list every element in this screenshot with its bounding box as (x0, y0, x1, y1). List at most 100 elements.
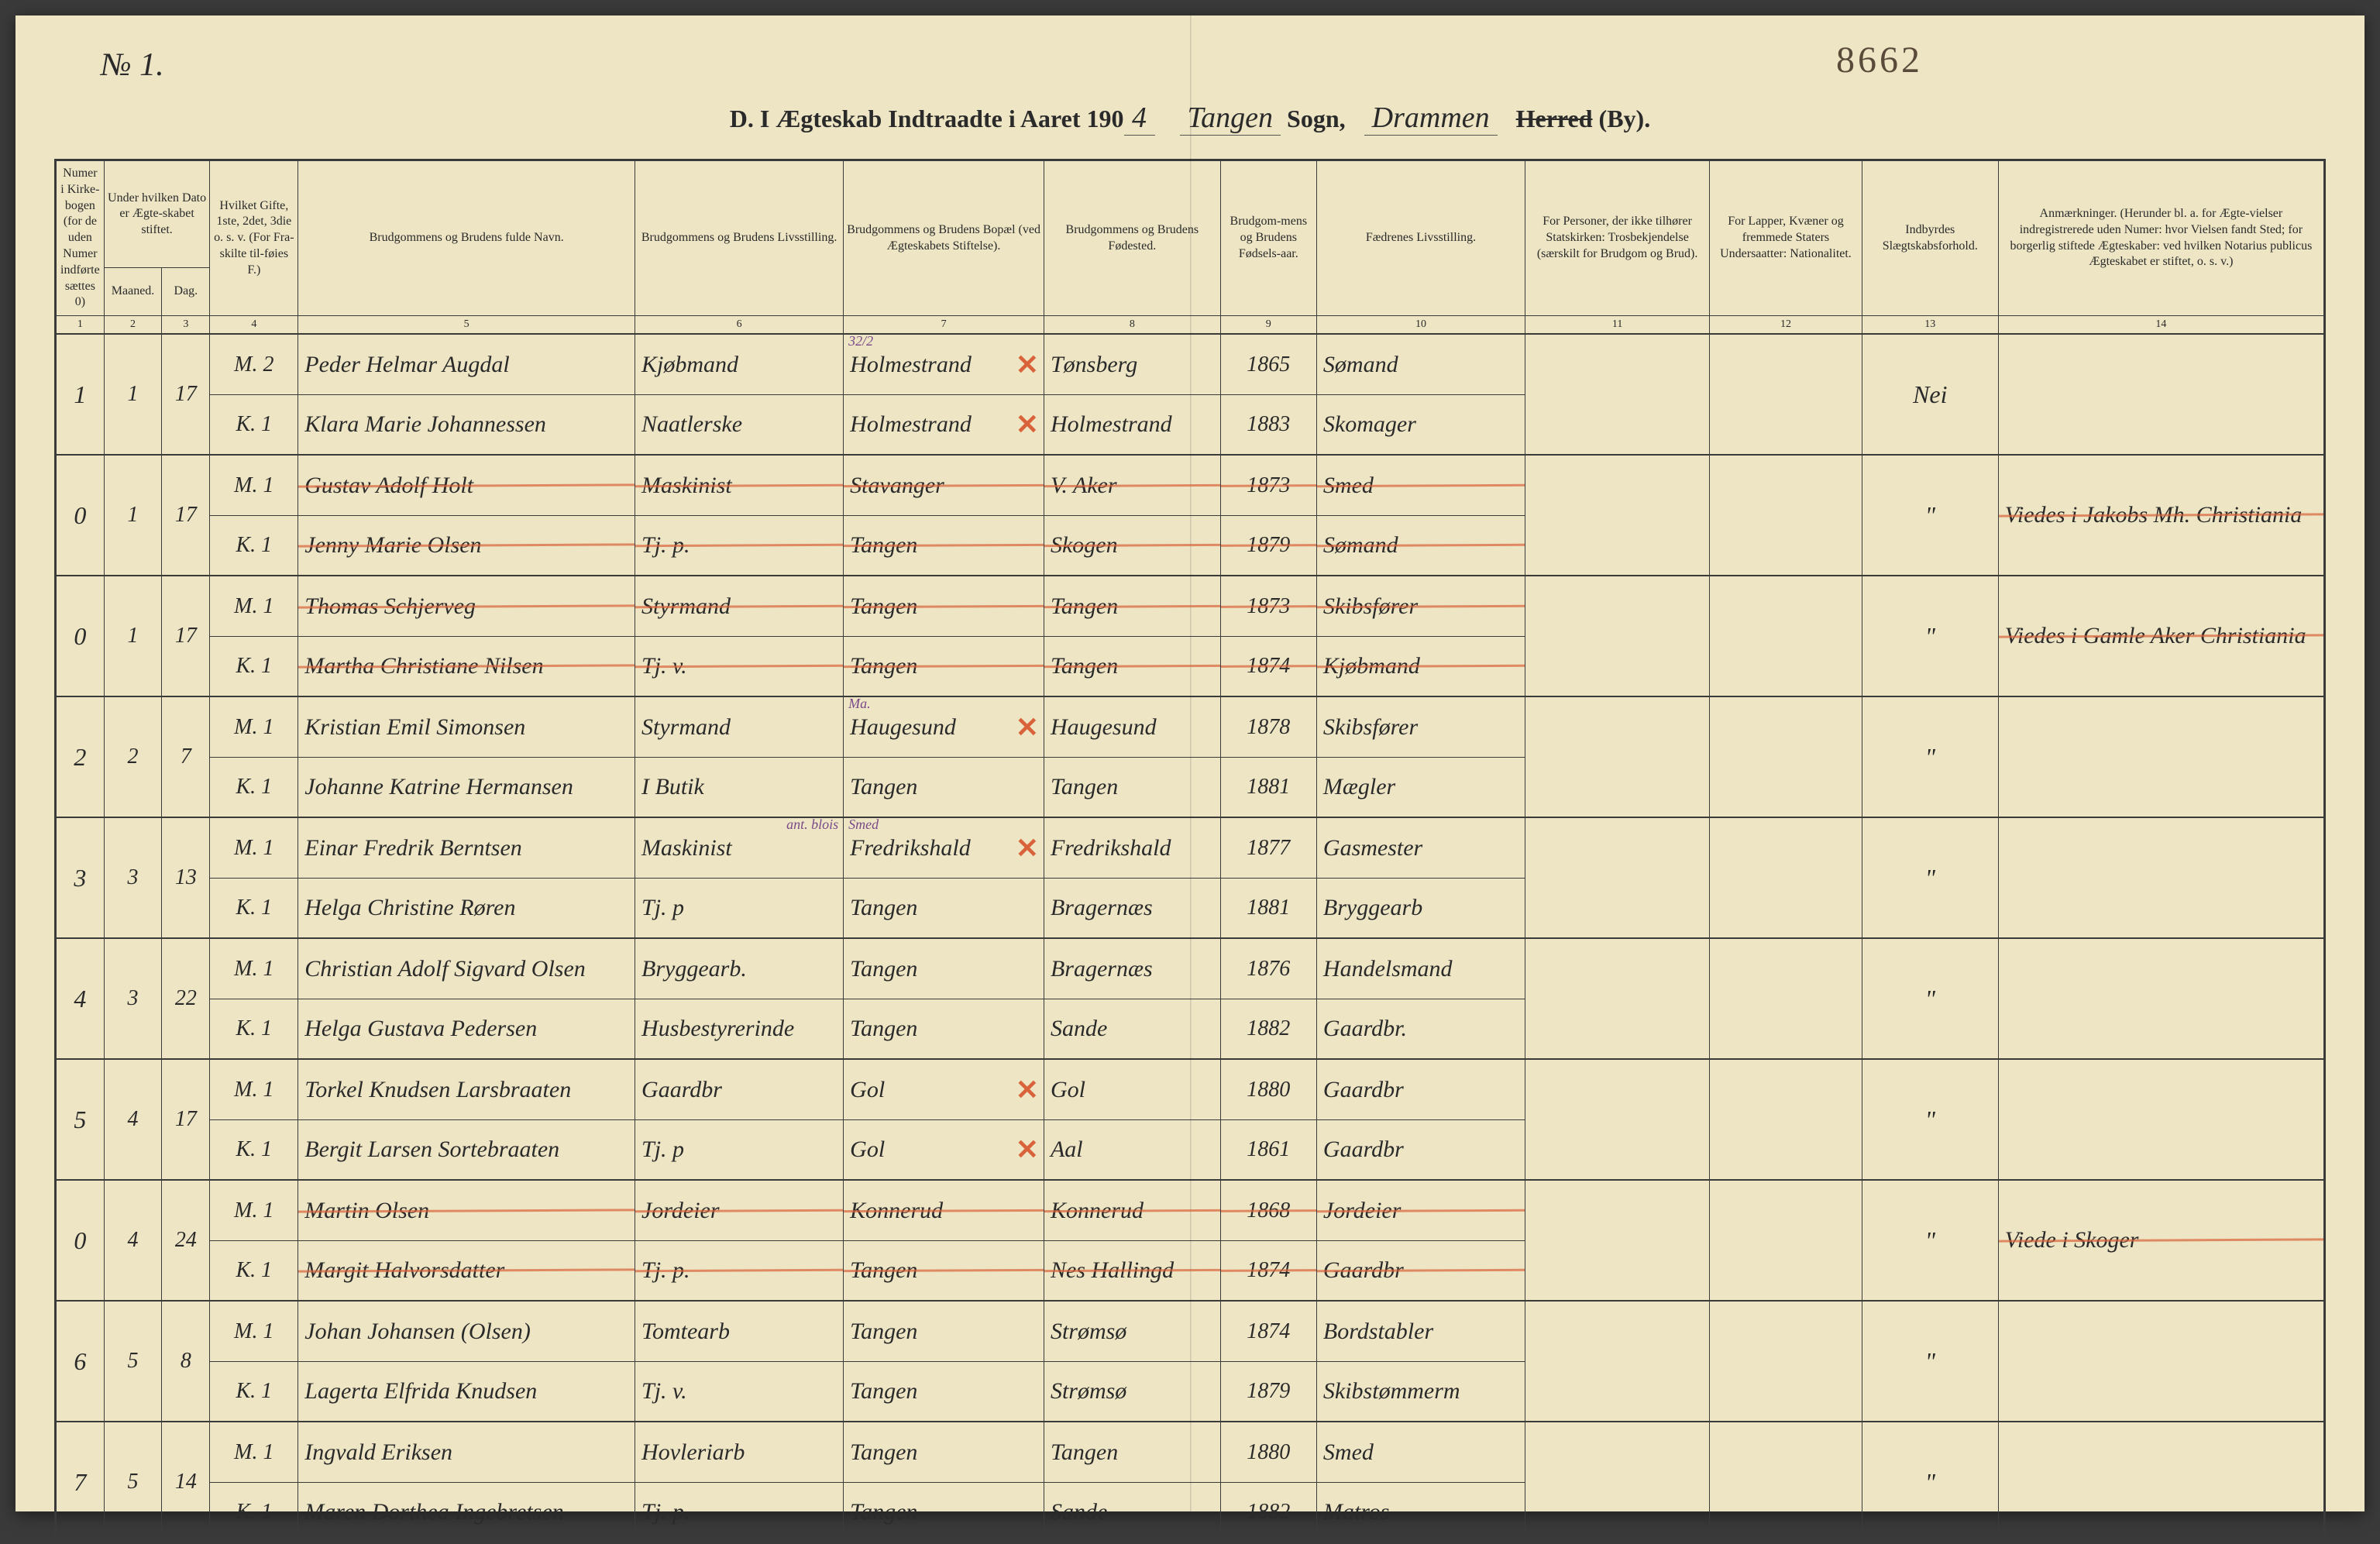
hdr-col8: Brudgommens og Brudens Fødested. (1044, 160, 1220, 316)
cell (1998, 696, 2324, 817)
cell: 1874 (1220, 1240, 1316, 1301)
cell: Tangen (1044, 757, 1220, 817)
cell: Matros (1316, 1482, 1525, 1542)
colnum: 13 (1862, 316, 1998, 335)
top-annotations: № 1. 8662 (54, 39, 2326, 101)
cell (1525, 1301, 1710, 1422)
table-row: 7514M. 1Ingvald EriksenHovleriarbTangenT… (56, 1422, 2325, 1482)
table-row: 1117M. 2Peder Helmar AugdalKjøbmandHolme… (56, 334, 2325, 394)
cell: Tangen (844, 1361, 1044, 1422)
cell: 1879 (1220, 1361, 1316, 1422)
cell: Nei (1862, 334, 1998, 455)
cell: 1 (104, 576, 162, 696)
table-row: 0117M. 1Thomas SchjervegStyrmandTangenTa… (56, 576, 2325, 636)
table-body: 1117M. 2Peder Helmar AugdalKjøbmandHolme… (56, 334, 2325, 1542)
cell: Margit Halvorsdatter (298, 1240, 635, 1301)
cell (1998, 1301, 2324, 1422)
cell (1998, 938, 2324, 1059)
cell: 17 (162, 455, 210, 576)
cell: Johan Johansen (Olsen) (298, 1301, 635, 1361)
hdr-col5: Brudgommens og Brudens fulde Navn. (298, 160, 635, 316)
cell: 4 (104, 1059, 162, 1180)
cell: M. 1 (210, 1180, 298, 1240)
cell: 1 (104, 455, 162, 576)
table-row: 0117M. 1Gustav Adolf HoltMaskinistStavan… (56, 455, 2325, 515)
cell: 1 (104, 334, 162, 455)
cell: 1876 (1220, 938, 1316, 999)
hdr-col7: Brudgommens og Brudens Bopæl (ved Ægtesk… (844, 160, 1044, 316)
cell: Holmestrand (1044, 394, 1220, 455)
cell: K. 1 (210, 1482, 298, 1542)
cell (1525, 696, 1710, 817)
cell: K. 1 (210, 1361, 298, 1422)
cell: K. 1 (210, 878, 298, 938)
parish-label: Sogn, (1287, 105, 1346, 132)
cell: Skibsfører (1316, 696, 1525, 757)
cell: Smed (1316, 1422, 1525, 1482)
cell: Gol (1044, 1059, 1220, 1119)
table-row: 5417M. 1Torkel Knudsen LarsbraatenGaardb… (56, 1059, 2325, 1119)
cell: Jenny Marie Olsen (298, 515, 635, 576)
cell: 0 (56, 1180, 105, 1301)
cell: Holmestrand32/2 (844, 334, 1044, 394)
cell: 0 (56, 455, 105, 576)
cell: 22 (162, 938, 210, 1059)
title-line: D. I Ægteskab Indtraadte i Aaret 1904 Ta… (54, 101, 2326, 136)
cell: 17 (162, 576, 210, 696)
cell: Tj. p. (635, 515, 844, 576)
cell: Strømsø (1044, 1301, 1220, 1361)
cell: 1873 (1220, 576, 1316, 636)
cell: Naatlerske (635, 394, 844, 455)
cell (1998, 1422, 2324, 1542)
cell: Tangen (844, 636, 1044, 696)
cell: Handelsmand (1316, 938, 1525, 999)
cell: Viedes i Gamle Aker Christiania (1998, 576, 2324, 696)
cell: Skibstømmerm (1316, 1361, 1525, 1422)
cell: 3 (104, 938, 162, 1059)
cell: " (1862, 696, 1998, 817)
cell: Kjøbmand (1316, 636, 1525, 696)
cell: Torkel Knudsen Larsbraaten (298, 1059, 635, 1119)
cell: Kristian Emil Simonsen (298, 696, 635, 757)
cell: 4 (104, 1180, 162, 1301)
cell (1998, 817, 2324, 938)
cell: " (1862, 1301, 1998, 1422)
cell (1525, 455, 1710, 576)
cell: Bryggearb (1316, 878, 1525, 938)
cell (1525, 1422, 1710, 1542)
cell: 1874 (1220, 636, 1316, 696)
cell: Tangen (844, 1422, 1044, 1482)
cell: Smed (1316, 455, 1525, 515)
title-prefix: D. I Ægteskab Indtraadte i Aaret 190 (730, 105, 1124, 132)
cell: 5 (56, 1059, 105, 1180)
hdr-col6: Brudgommens og Brudens Livsstilling. (635, 160, 844, 316)
cell: " (1862, 1422, 1998, 1542)
cell: Thomas Schjerveg (298, 576, 635, 636)
cell (1998, 1059, 2324, 1180)
cell: Styrmand (635, 576, 844, 636)
district-label-strike: Herred (1516, 105, 1593, 132)
cell: Holmestrand (844, 394, 1044, 455)
cell: Sømand (1316, 515, 1525, 576)
cell: Styrmand (635, 696, 844, 757)
cell: Husbestyrerinde (635, 999, 844, 1059)
cell: M. 2 (210, 334, 298, 394)
cell (1525, 817, 1710, 938)
hdr-col1: Numer i Kirke-bogen (for de uden Numer i… (56, 160, 105, 316)
cell: V. Aker (1044, 455, 1220, 515)
cell: Bragernæs (1044, 878, 1220, 938)
cell: Tj. v. (635, 1361, 844, 1422)
cell: Maren Dorthea Ingebretsen (298, 1482, 635, 1542)
cell: 1881 (1220, 757, 1316, 817)
cell: Tønsberg (1044, 334, 1220, 394)
cell: K. 1 (210, 1119, 298, 1180)
colnum: 1 (56, 316, 105, 335)
cell: 1883 (1220, 394, 1316, 455)
cell: Tj. p. (635, 1482, 844, 1542)
cell (1525, 938, 1710, 1059)
cell: 13 (162, 817, 210, 938)
cell: Tj. v. (635, 636, 844, 696)
cell: Hovleriarb (635, 1422, 844, 1482)
cell: 1881 (1220, 878, 1316, 938)
table-header: Numer i Kirke-bogen (for de uden Numer i… (56, 160, 2325, 335)
